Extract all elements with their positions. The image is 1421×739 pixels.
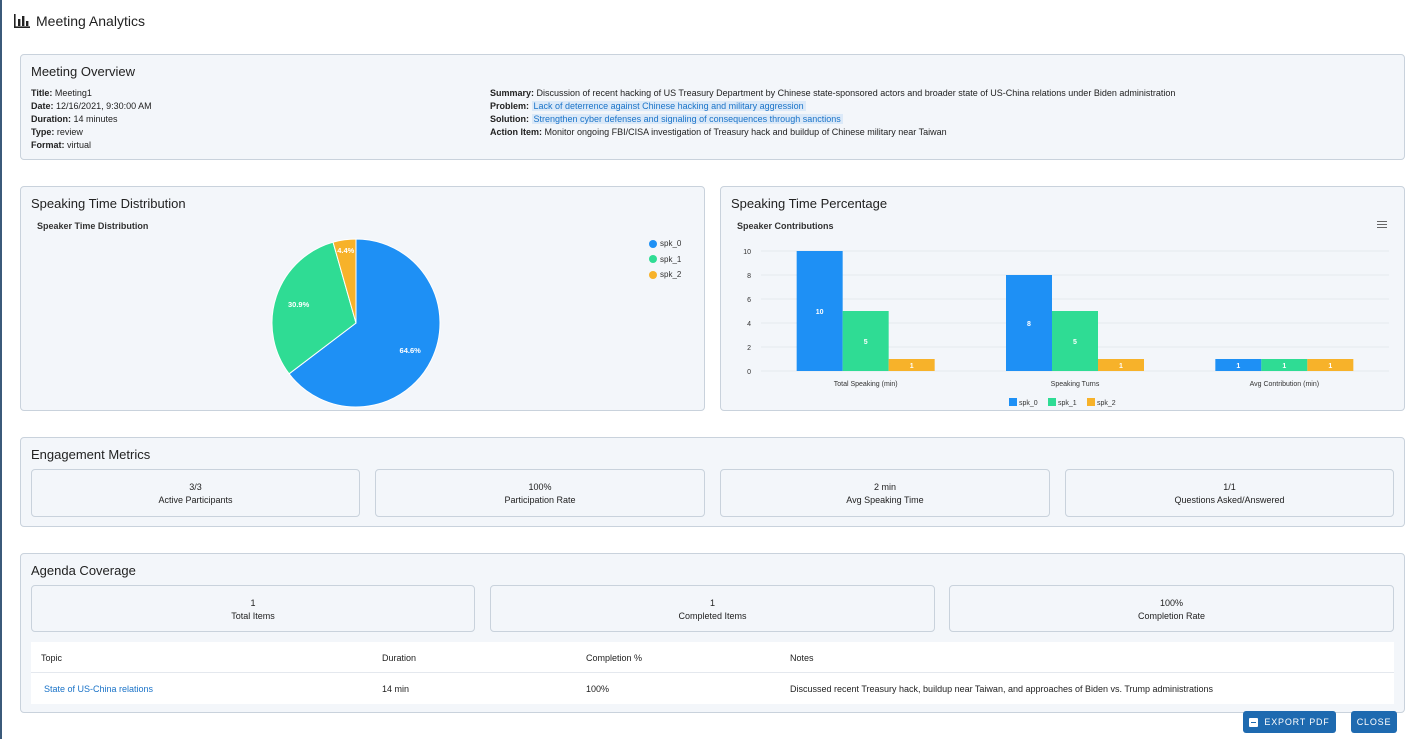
bar-data-label: 1 xyxy=(1328,363,1332,370)
y-tick-label: 10 xyxy=(743,249,751,256)
column-header-completion: Completion % xyxy=(586,653,642,663)
y-tick-label: 0 xyxy=(747,369,751,376)
bar-data-label: 1 xyxy=(1236,363,1240,370)
legend-item-spk-1[interactable]: spk_1 xyxy=(649,252,681,268)
y-tick-label: 4 xyxy=(747,321,751,328)
speaking-percentage-card: Speaking Time Percentage Speaker Contrib… xyxy=(720,186,1405,411)
hamburger-menu-icon[interactable] xyxy=(1377,221,1387,229)
pie-data-label: 64.6% xyxy=(400,346,422,355)
close-label: CLOSE xyxy=(1357,717,1392,727)
bar-data-label: 1 xyxy=(910,363,914,370)
bar-data-label: 5 xyxy=(1073,339,1077,346)
overview-action-item: Action Item: Monitor ongoing FBI/CISA in… xyxy=(490,126,1175,139)
metric-participation-rate: 100% Participation Rate xyxy=(375,469,705,517)
overview-details: Summary: Discussion of recent hacking of… xyxy=(490,87,1175,139)
agenda-coverage-heading: Agenda Coverage xyxy=(31,563,136,578)
window-edge xyxy=(0,0,2,739)
pdf-icon xyxy=(1249,718,1258,727)
dialog-title-text: Meeting Analytics xyxy=(36,13,145,29)
meeting-overview-heading: Meeting Overview xyxy=(31,64,135,79)
legend-swatch-spk_2[interactable] xyxy=(1087,398,1095,406)
overview-solution: Solution: Strengthen cyber defenses and … xyxy=(490,113,1175,126)
legend-label[interactable]: spk_1 xyxy=(1058,400,1077,407)
y-tick-label: 6 xyxy=(747,297,751,304)
stat-completed-items: 1 Completed Items xyxy=(490,585,935,632)
overview-type-field: Type: review xyxy=(31,126,152,139)
bar-chart-title: Speaker Contributions xyxy=(737,221,834,231)
overview-fields: Title: Meeting1 Date: 12/16/2021, 9:30:0… xyxy=(31,87,152,152)
column-header-notes: Notes xyxy=(790,653,814,663)
metric-avg-speaking-time: 2 min Avg Speaking Time xyxy=(720,469,1050,517)
bar-data-label: 1 xyxy=(1282,363,1286,370)
overview-format-field: Format: virtual xyxy=(31,139,152,152)
pie-chart-title: Speaker Time Distribution xyxy=(37,221,148,231)
column-header-topic: Topic xyxy=(41,653,62,663)
export-pdf-button[interactable]: EXPORT PDF xyxy=(1243,711,1336,733)
bar-chart: 0 2 4 6 8 10 10 5 1 Total Speaking (min) 8 5 1 Speaki… xyxy=(721,237,1404,409)
x-category-label: Total Speaking (min) xyxy=(834,381,898,388)
speaking-distribution-heading: Speaking Time Distribution xyxy=(31,196,186,211)
export-pdf-label: EXPORT PDF xyxy=(1264,717,1329,727)
overview-duration-field: Duration: 14 minutes xyxy=(31,113,152,126)
bar-data-label: 5 xyxy=(864,339,868,346)
legend-item-spk-0[interactable]: spk_0 xyxy=(649,236,681,252)
bar-data-label: 1 xyxy=(1119,363,1123,370)
engagement-metrics-heading: Engagement Metrics xyxy=(31,447,150,462)
pie-legend: spk_0 spk_1 spk_2 xyxy=(649,236,681,283)
agenda-table-header: Topic Duration Completion % Notes xyxy=(31,642,1394,673)
column-header-duration: Duration xyxy=(382,653,416,663)
y-tick-label: 8 xyxy=(747,273,751,280)
agenda-table: Topic Duration Completion % Notes State … xyxy=(31,642,1394,704)
overview-title-field: Title: Meeting1 xyxy=(31,87,152,100)
speaking-distribution-card: Speaking Time Distribution Speaker Time … xyxy=(20,186,705,411)
legend-label[interactable]: spk_0 xyxy=(1019,400,1038,407)
pie-data-label: 30.9% xyxy=(288,300,310,309)
x-category-label: Avg Contribution (min) xyxy=(1250,381,1320,388)
stat-completion-rate: 100% Completion Rate xyxy=(949,585,1394,632)
metric-active-participants: 3/3 Active Participants xyxy=(31,469,360,517)
overview-problem: Problem: Lack of deterrence against Chin… xyxy=(490,100,1175,113)
legend-swatch-spk_0[interactable] xyxy=(1009,398,1017,406)
agenda-notes: Discussed recent Treasury hack, buildup … xyxy=(790,684,1213,694)
table-row: State of US-China relations 14 min 100% … xyxy=(31,673,1394,704)
bar-data-label: 8 xyxy=(1027,321,1031,328)
overview-date-field: Date: 12/16/2021, 9:30:00 AM xyxy=(31,100,152,113)
bar-data-label: 10 xyxy=(816,309,824,316)
agenda-completion: 100% xyxy=(586,684,609,694)
engagement-metrics-card: Engagement Metrics 3/3 Active Participant… xyxy=(20,437,1405,527)
bar-chart-icon xyxy=(14,14,30,28)
pie-chart: 64.6% 30.9% 4.4% xyxy=(241,231,441,409)
dialog-title: Meeting Analytics xyxy=(14,12,145,30)
legend-label[interactable]: spk_2 xyxy=(1097,400,1116,407)
agenda-coverage-card: Agenda Coverage 1 Total Items 1 Completed … xyxy=(20,553,1405,713)
close-button[interactable]: CLOSE xyxy=(1351,711,1397,733)
y-tick-label: 2 xyxy=(747,345,751,352)
overview-summary: Summary: Discussion of recent hacking of… xyxy=(490,87,1175,100)
meeting-overview-card: Meeting Overview Title: Meeting1 Date: 1… xyxy=(20,54,1405,160)
agenda-duration: 14 min xyxy=(382,684,409,694)
agenda-topic-link[interactable]: State of US-China relations xyxy=(44,684,153,694)
speaking-percentage-heading: Speaking Time Percentage xyxy=(731,196,887,211)
pie-data-label: 4.4% xyxy=(337,246,354,255)
x-category-label: Speaking Turns xyxy=(1051,381,1100,388)
legend-swatch-spk_1[interactable] xyxy=(1048,398,1056,406)
legend-item-spk-2[interactable]: spk_2 xyxy=(649,267,681,283)
stat-total-items: 1 Total Items xyxy=(31,585,475,632)
metric-questions: 1/1 Questions Asked/Answered xyxy=(1065,469,1394,517)
